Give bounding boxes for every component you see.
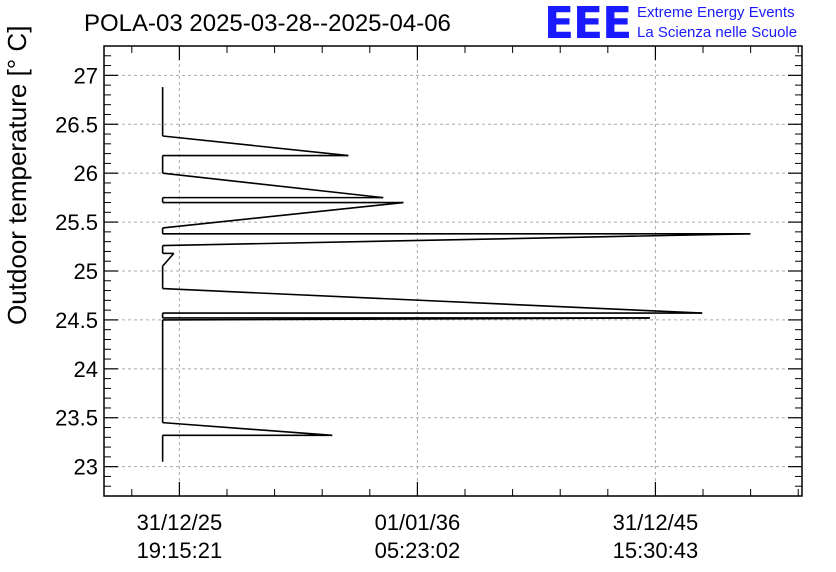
series-group	[161, 87, 751, 462]
data-segment	[162, 233, 751, 247]
y-tick-labels: 23 23.5 24 24.5 25 25.5 26 26.5 27	[55, 63, 98, 479]
x-tick-label-date: 01/01/36	[375, 510, 461, 535]
data-segment	[162, 421, 333, 437]
y-tick-label: 25	[74, 259, 98, 284]
logo-text-line2: La Scienza nelle Scuole	[637, 24, 798, 41]
x-tick-label-time: 05:23:02	[375, 538, 461, 563]
y-tick-label: 24.5	[55, 308, 98, 333]
data-segment	[162, 172, 384, 199]
y-tick-label: 27	[74, 63, 98, 88]
y-tick-label: 26.5	[55, 112, 98, 137]
data-segment	[162, 287, 703, 314]
x-tick-label-time: 15:30:43	[613, 538, 699, 563]
axis-ticks	[104, 45, 802, 497]
y-tick-label: 26	[74, 161, 98, 186]
y-tick-label: 24	[74, 357, 98, 382]
data-segment	[162, 317, 650, 321]
data-segment	[162, 252, 175, 267]
x-tick-label-date: 31/12/25	[137, 510, 223, 535]
data-segment	[162, 135, 349, 157]
x-tick-label-time: 19:15:21	[137, 538, 223, 563]
logo-text-line1: Extreme Energy Events	[637, 4, 795, 21]
x-tick-labels: 31/12/25 19:15:21 01/01/36 05:23:02 31/12/45…	[137, 510, 699, 563]
chart-title: POLA-03 2025-03-28--2025-04-06	[84, 10, 451, 37]
x-tick-label-date: 31/12/45	[613, 510, 699, 535]
y-tick-label: 23.5	[55, 406, 98, 431]
data-segment	[162, 201, 404, 229]
y-tick-label: 25.5	[55, 210, 98, 235]
eee-logo: EEE	[544, 0, 632, 49]
grid-lines	[104, 46, 802, 496]
y-tick-label: 23	[74, 455, 98, 480]
